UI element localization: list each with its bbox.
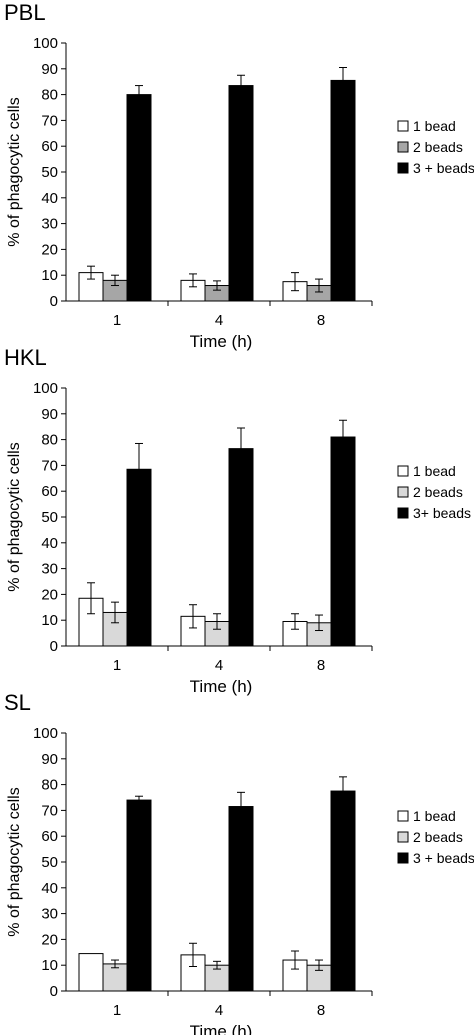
y-tick-label: 0 xyxy=(50,293,58,310)
y-tick-label: 70 xyxy=(41,112,58,129)
legend-swatch xyxy=(397,852,409,864)
y-axis-label: % of phagocytic cells xyxy=(6,442,23,591)
legend-label: 1 bead xyxy=(413,118,456,134)
y-tick-label: 20 xyxy=(41,241,58,258)
legend-label: 1 bead xyxy=(413,463,456,479)
y-tick-label: 70 xyxy=(41,457,58,474)
x-tick-label: 1 xyxy=(113,1002,121,1019)
y-tick-label: 60 xyxy=(41,828,58,845)
y-tick-label: 90 xyxy=(41,751,58,768)
x-tick-label: 4 xyxy=(215,657,223,674)
x-axis-label: Time (h) xyxy=(190,1022,253,1035)
y-tick-label: 50 xyxy=(41,854,58,871)
legend-swatch xyxy=(397,507,409,519)
bar xyxy=(126,94,152,302)
chart-panel-hkl: HKL 0 10 20 30 40 50 60 70 80 90 100 % of phagocyti… xyxy=(0,345,474,696)
legend-label: 2 beads xyxy=(413,484,463,500)
x-axis-label: Time (h) xyxy=(190,677,253,696)
legend-swatch xyxy=(397,162,409,174)
legend-label: 3 + beads xyxy=(413,850,474,866)
x-tick-label: 1 xyxy=(113,312,121,329)
y-tick-label: 30 xyxy=(41,216,58,233)
y-tick-label: 30 xyxy=(41,561,58,578)
bar xyxy=(228,85,254,302)
bar-chart: 0 10 20 30 40 50 60 70 80 90 100 % of phagocytic ce… xyxy=(6,380,471,696)
y-tick-label: 10 xyxy=(41,612,58,629)
y-tick-label: 80 xyxy=(41,432,58,449)
bar xyxy=(330,436,356,647)
legend-swatch xyxy=(397,831,409,843)
bar xyxy=(126,468,152,647)
y-tick-label: 50 xyxy=(41,509,58,526)
x-tick-label: 8 xyxy=(317,657,325,674)
bar xyxy=(228,806,254,992)
bar xyxy=(330,790,356,992)
y-axis-label: % of phagocytic cells xyxy=(6,97,23,246)
chart-panel-sl: SL 0 10 20 30 40 50 60 70 80 90 100 % of phagocytic… xyxy=(0,690,474,1035)
legend-swatch xyxy=(397,120,409,132)
legend-label: 2 beads xyxy=(413,139,463,155)
y-tick-label: 30 xyxy=(41,906,58,923)
y-tick-label: 20 xyxy=(41,931,58,948)
bar xyxy=(102,963,128,992)
y-tick-label: 100 xyxy=(33,380,58,397)
y-tick-label: 60 xyxy=(41,483,58,500)
y-tick-label: 100 xyxy=(33,725,58,742)
y-tick-label: 40 xyxy=(41,535,58,552)
y-tick-label: 80 xyxy=(41,87,58,104)
panel-title: PBL xyxy=(4,0,46,25)
legend-label: 3 + beads xyxy=(413,160,474,176)
x-tick-label: 8 xyxy=(317,312,325,329)
y-tick-label: 60 xyxy=(41,138,58,155)
y-tick-label: 90 xyxy=(41,406,58,423)
y-tick-label: 0 xyxy=(50,638,58,655)
y-tick-label: 0 xyxy=(50,983,58,1000)
bar-chart: 0 10 20 30 40 50 60 70 80 90 100 % of phagocytic ce… xyxy=(6,725,474,1035)
chart-panel-pbl: PBL 0 10 20 30 40 50 60 70 80 90 100 % of phagocyti… xyxy=(0,0,474,351)
bar xyxy=(330,79,356,302)
y-axis-label: % of phagocytic cells xyxy=(6,787,23,936)
y-tick-label: 50 xyxy=(41,164,58,181)
legend-label: 1 bead xyxy=(413,808,456,824)
x-tick-label: 4 xyxy=(215,312,223,329)
x-tick-label: 8 xyxy=(317,1002,325,1019)
y-tick-label: 40 xyxy=(41,190,58,207)
y-tick-label: 70 xyxy=(41,802,58,819)
legend-swatch xyxy=(397,465,409,477)
legend-swatch xyxy=(397,810,409,822)
bar xyxy=(228,448,254,647)
panel-title: SL xyxy=(4,690,31,715)
panel-title: HKL xyxy=(4,345,47,370)
bar xyxy=(78,953,104,992)
bar xyxy=(126,799,152,992)
bar xyxy=(78,272,104,302)
legend-swatch xyxy=(397,486,409,498)
legend-label: 2 beads xyxy=(413,829,463,845)
legend-label: 3+ beads xyxy=(413,505,471,521)
bar-chart: 0 10 20 30 40 50 60 70 80 90 100 % of phagocytic ce… xyxy=(6,35,474,351)
x-tick-label: 1 xyxy=(113,657,121,674)
y-tick-label: 100 xyxy=(33,35,58,52)
x-axis-label: Time (h) xyxy=(190,332,253,351)
legend-swatch xyxy=(397,141,409,153)
x-tick-label: 4 xyxy=(215,1002,223,1019)
y-tick-label: 40 xyxy=(41,880,58,897)
y-tick-label: 10 xyxy=(41,957,58,974)
y-tick-label: 20 xyxy=(41,586,58,603)
y-tick-label: 10 xyxy=(41,267,58,284)
y-tick-label: 90 xyxy=(41,61,58,78)
y-tick-label: 80 xyxy=(41,777,58,794)
